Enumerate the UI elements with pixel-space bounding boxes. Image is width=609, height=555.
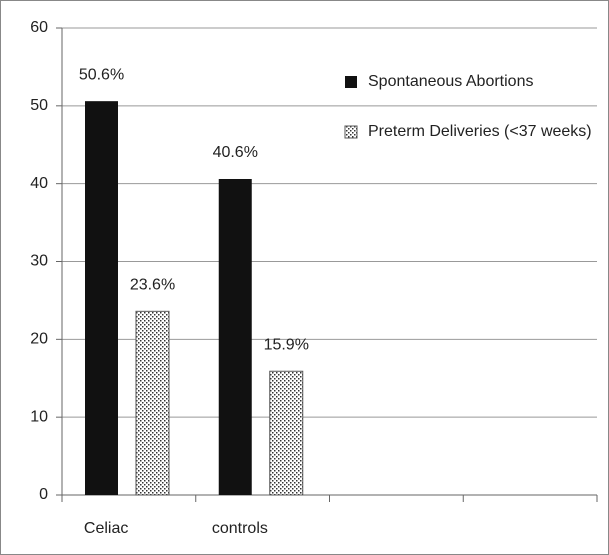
legend-label: Preterm Deliveries (<37 weeks) (368, 123, 592, 140)
y-tick-label: 30 (30, 253, 48, 270)
data-label: 15.9% (264, 336, 309, 353)
y-tick-label: 50 (30, 97, 48, 114)
legend-swatch (345, 76, 357, 88)
x-tick-label: controls (212, 520, 268, 537)
bar (269, 370, 304, 496)
data-label: 23.6% (130, 277, 175, 294)
x-tick-label: Celiac (84, 520, 128, 537)
legend-label: Spontaneous Abortions (368, 73, 534, 90)
data-label: 40.6% (213, 144, 258, 161)
data-label: 50.6% (79, 66, 124, 83)
y-tick-label: 60 (30, 19, 48, 36)
bar (135, 310, 170, 496)
y-tick-label: 0 (39, 486, 48, 503)
bar (218, 178, 252, 495)
y-tick-label: 20 (30, 331, 48, 348)
legend-swatch (344, 125, 358, 139)
y-tick-label: 10 (30, 408, 48, 425)
y-tick-label: 40 (30, 175, 48, 192)
bar (85, 101, 118, 495)
